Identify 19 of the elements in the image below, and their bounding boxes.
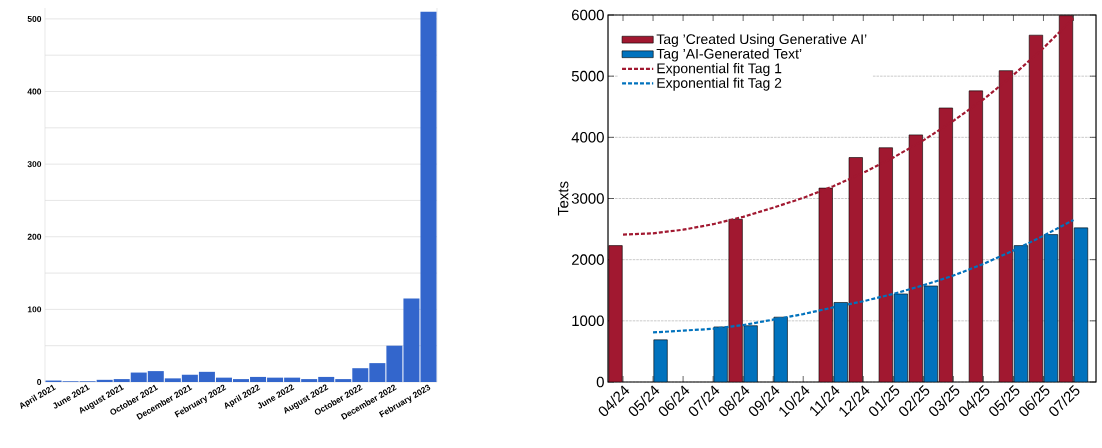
bar bbox=[608, 245, 623, 382]
legend-label: Exponential fit Tag 2 bbox=[657, 77, 782, 91]
legend-label: Exponential fit Tag 1 bbox=[657, 63, 782, 77]
y-tick-label: 1000 bbox=[572, 315, 604, 327]
y-tick-label: 300 bbox=[27, 161, 42, 168]
legend-label: Tag ’AI-Generated Text’ bbox=[656, 48, 802, 62]
y-axis-title: Texts bbox=[557, 181, 569, 216]
y-tick-label: 5000 bbox=[571, 70, 604, 82]
y-tick-label: 6000 bbox=[572, 9, 604, 21]
legend-label: Tag ’Created Using Generative AI’ bbox=[656, 33, 867, 47]
y-tick-label: 500 bbox=[27, 15, 42, 22]
y-tick-label: 4000 bbox=[571, 132, 604, 143]
y-tick-label: 0 bbox=[37, 379, 42, 385]
y-tick-label: 200 bbox=[27, 233, 42, 240]
y-tick-label: 2000 bbox=[571, 254, 604, 265]
y-tick-label: 3000 bbox=[571, 193, 604, 204]
y-tick-label: 400 bbox=[27, 88, 42, 95]
bar bbox=[653, 339, 668, 382]
y-tick-label: 100 bbox=[27, 306, 42, 313]
